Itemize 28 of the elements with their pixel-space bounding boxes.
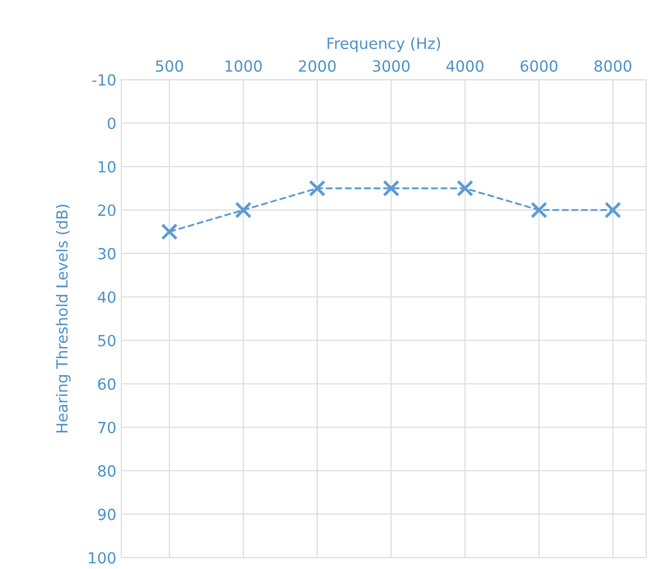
y-tick-label: 90 bbox=[98, 508, 116, 520]
point bbox=[382, 180, 400, 197]
point bbox=[530, 202, 548, 218]
y-tick-label: 40 bbox=[98, 291, 116, 303]
point bbox=[604, 202, 622, 218]
x-axis-title: Frequency (Hz) bbox=[328, 37, 440, 52]
point bbox=[161, 223, 178, 240]
y-tick-label: 20 bbox=[98, 204, 116, 216]
y-tick-label: 0 bbox=[108, 118, 116, 130]
x-tick-label: 4000 bbox=[446, 60, 484, 72]
y-tick-label: 70 bbox=[98, 422, 116, 434]
x-tick-label: 6000 bbox=[520, 60, 558, 72]
y-tick-label: 60 bbox=[98, 378, 116, 390]
point bbox=[234, 202, 252, 218]
y-tick-label: 50 bbox=[98, 334, 116, 346]
y-tick-label: -10 bbox=[92, 74, 116, 86]
y-tick-label: 100 bbox=[89, 552, 116, 564]
x-tick-label: 3000 bbox=[372, 60, 410, 72]
y-axis-title: Hearing Threshold Levels (dB) bbox=[56, 204, 71, 432]
y-tick-label: 10 bbox=[98, 161, 116, 173]
x-tick-label: 1000 bbox=[226, 60, 262, 72]
point bbox=[308, 180, 326, 197]
x-tick-label: 500 bbox=[156, 60, 183, 72]
y-tick-label: 80 bbox=[98, 465, 116, 477]
y-tick-label: 30 bbox=[98, 248, 116, 260]
point bbox=[456, 180, 474, 197]
x-tick-label: 2000 bbox=[298, 60, 336, 72]
x-tick-label: 8000 bbox=[594, 60, 632, 72]
